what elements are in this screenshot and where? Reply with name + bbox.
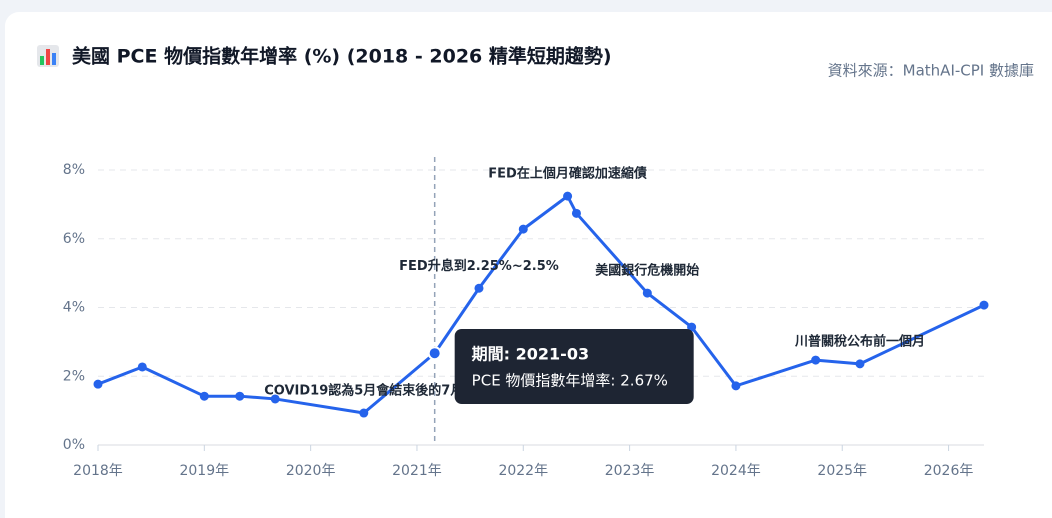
y-tick-label: 6% — [63, 231, 85, 247]
data-point[interactable] — [563, 191, 573, 201]
annotation: FED在上個月確認加速縮債 — [488, 166, 647, 182]
chart-title: 美國 PCE 物價指數年增率 (%) (2018 - 2026 精準短期趨勢) — [72, 45, 612, 68]
x-tick-label: 2021年 — [392, 463, 442, 479]
data-point[interactable] — [731, 381, 741, 391]
data-point[interactable] — [427, 346, 442, 361]
x-tick-label: 2025年 — [817, 463, 867, 479]
data-point[interactable] — [270, 394, 280, 404]
data-point[interactable] — [518, 224, 528, 234]
y-tick-label: 8% — [63, 162, 85, 178]
tooltip: 期間: 2021-03 PCE 物價指數年增率: 2.67% — [454, 329, 694, 404]
plot: 0% 2% 4% 6% 8% 2018年 2019年 2020年 2021年 2022年 2023年… — [63, 157, 989, 479]
x-tick-label: 2023年 — [605, 463, 655, 479]
data-point[interactable] — [687, 322, 697, 332]
data-point[interactable] — [93, 379, 103, 389]
annotation: 川普關稅公布前一個月 — [794, 333, 925, 349]
data-point[interactable] — [979, 300, 989, 310]
annotation: FED升息到2.25%~2.5% — [399, 258, 559, 274]
data-point[interactable] — [199, 391, 209, 401]
data-point[interactable] — [855, 359, 865, 369]
y-tick-label: 0% — [63, 437, 85, 453]
annotation: 美國銀行危機開始 — [595, 263, 699, 279]
y-tick-label: 2% — [63, 368, 85, 384]
data-point[interactable] — [642, 288, 652, 298]
tooltip-title: 期間: 2021-03 — [472, 345, 589, 364]
tooltip-box — [454, 329, 694, 404]
data-point[interactable] — [571, 208, 581, 218]
y-tick-label: 4% — [63, 300, 85, 316]
data-point[interactable] — [474, 283, 484, 293]
x-tick-label: 2018年 — [73, 463, 123, 479]
x-tick-label: 2026年 — [924, 463, 974, 479]
x-tick-label: 2020年 — [286, 463, 336, 479]
x-tick-label: 2022年 — [498, 463, 548, 479]
data-point[interactable] — [359, 408, 369, 418]
x-tick-label: 2024年 — [711, 463, 761, 479]
x-tick-label: 2019年 — [179, 463, 229, 479]
card — [5, 12, 1052, 518]
data-point[interactable] — [811, 355, 821, 365]
annotation: COVID19認為5月會結束後的7月 — [264, 383, 463, 399]
source-note: 資料來源：MathAI-CPI 數據庫 — [828, 62, 1034, 80]
tooltip-body: PCE 物價指數年增率: 2.67% — [472, 372, 668, 390]
chart-icon — [37, 45, 59, 67]
data-point[interactable] — [137, 362, 147, 372]
data-point[interactable] — [235, 391, 245, 401]
